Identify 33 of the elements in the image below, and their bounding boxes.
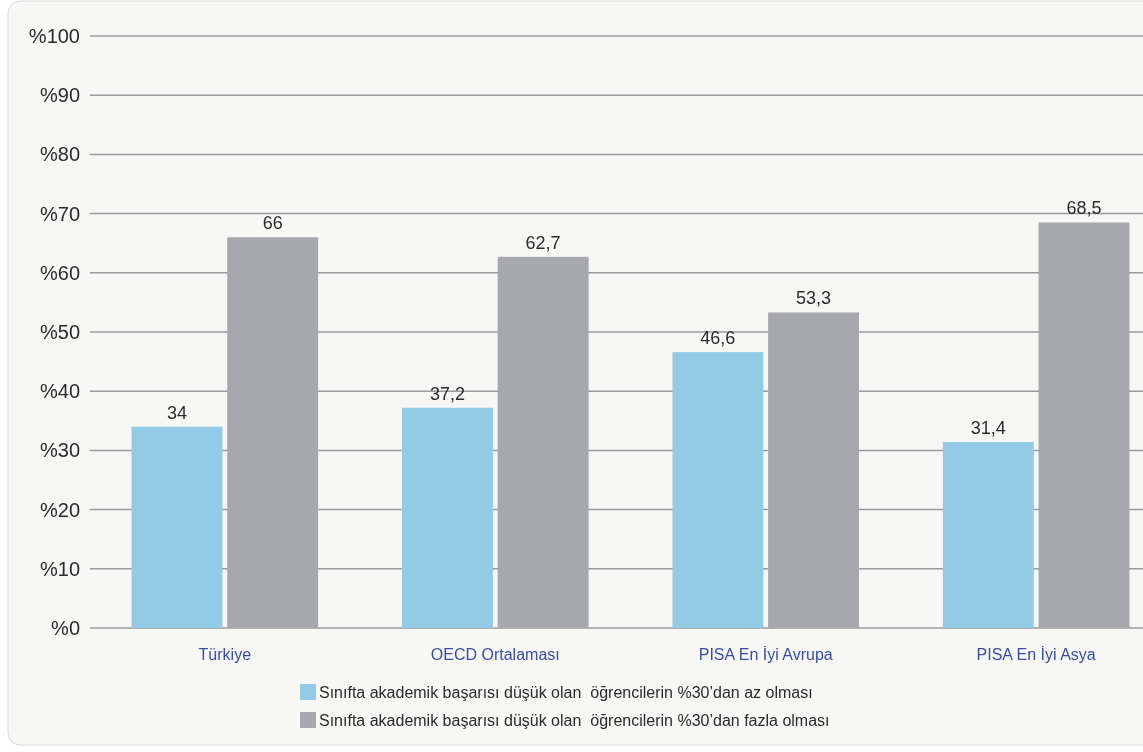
x-tick-label: PISA En İyi Avrupa <box>698 645 833 663</box>
x-tick-label: PISA En İyi Asya <box>976 645 1096 663</box>
x-tick-label: OECD Ortalaması <box>430 646 560 663</box>
bar <box>1038 222 1130 628</box>
y-tick-label: %0 <box>51 617 80 639</box>
data-label: 66 <box>262 213 283 234</box>
data-label: 53,3 <box>796 288 832 309</box>
y-tick-label: %10 <box>39 557 80 580</box>
y-tick-label: %20 <box>39 498 80 521</box>
bar <box>131 426 223 628</box>
y-tick-label: %70 <box>39 202 80 225</box>
y-tick-label: %100 <box>28 25 80 47</box>
data-label: 31,4 <box>970 418 1006 439</box>
bar <box>768 312 860 628</box>
bar <box>942 442 1034 628</box>
data-label: 62,7 <box>525 232 561 253</box>
y-tick-label: %40 <box>39 380 80 403</box>
y-tick-label: %30 <box>39 439 80 462</box>
legend-label: Sınıfta akademik başarısı düşük olan öğrencilerin %30’dan fazla olması <box>319 711 830 729</box>
data-label: 46,6 <box>700 328 736 349</box>
data-label: 37,2 <box>429 383 465 404</box>
legend-label: Sınıfta akademik başarısı düşük olan öğrencilerin %30’dan az olması <box>319 683 813 701</box>
bar <box>401 407 493 628</box>
data-label: 68,5 <box>1066 198 1102 219</box>
data-label: 34 <box>166 402 187 423</box>
bar <box>497 256 589 628</box>
y-tick-label: %90 <box>39 84 80 107</box>
bar <box>227 237 319 628</box>
y-tick-label: %80 <box>39 143 80 166</box>
x-tick-label: Türkiye <box>198 646 252 663</box>
y-tick-label: %60 <box>39 261 80 284</box>
bar <box>672 352 764 628</box>
y-tick-label: %50 <box>39 321 80 343</box>
